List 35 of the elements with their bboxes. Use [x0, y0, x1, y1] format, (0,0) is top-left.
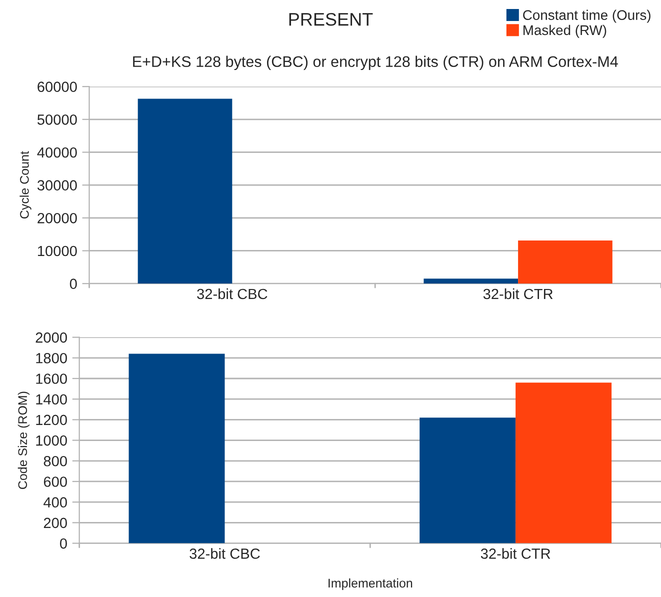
y-tick-label: 60000	[38, 82, 77, 92]
y-tick-label: 1000	[36, 435, 67, 446]
y-tick-label: 10000	[38, 246, 77, 256]
y-tick-label: 0	[60, 538, 67, 549]
y-tick-label: 50000	[37, 114, 77, 125]
bar	[518, 240, 612, 284]
y-tick-label: 40000	[37, 147, 77, 158]
legend-label: Constant time (Ours)	[523, 10, 650, 23]
y-tick-label: 400	[44, 497, 67, 508]
chart-subtitle: E+D+KS 128 bytes (CBC) or encrypt 128 bits (CTR) on ARM Cortex-M4	[133, 56, 618, 70]
bar	[424, 278, 518, 284]
y-tick-label: 600	[44, 476, 67, 487]
y-tick-label: 2000	[36, 332, 67, 343]
y-tick-label: 20000	[38, 213, 77, 224]
y-axis-title: Cycle Count	[20, 151, 32, 218]
y-tick-label: 1200	[36, 414, 67, 426]
y-tick-label: 30000	[37, 180, 77, 190]
x-tick-label: 32-bit CBC	[190, 548, 260, 559]
x-tick-label: 32-bit CTR	[480, 548, 550, 559]
legend-label: Masked (RW)	[524, 24, 606, 38]
bar	[516, 382, 612, 544]
y-tick-label: 800	[44, 456, 67, 466]
y-axis-title: Code Size (ROM)	[18, 392, 30, 489]
x-tick-label: 32-bit CBC	[197, 288, 268, 300]
bar	[138, 98, 232, 284]
chart-title: PRESENT	[289, 12, 373, 26]
y-tick-label: 1600	[36, 374, 67, 384]
x-axis-title: Implementation	[328, 578, 412, 590]
y-tick-label: 1800	[36, 353, 67, 364]
bar	[420, 418, 516, 544]
y-tick-label: 200	[44, 518, 67, 528]
y-tick-label: 0	[70, 278, 77, 290]
bar	[128, 354, 225, 544]
x-tick-label: 32-bit CTR	[483, 288, 553, 300]
y-tick-label: 1400	[36, 394, 67, 405]
